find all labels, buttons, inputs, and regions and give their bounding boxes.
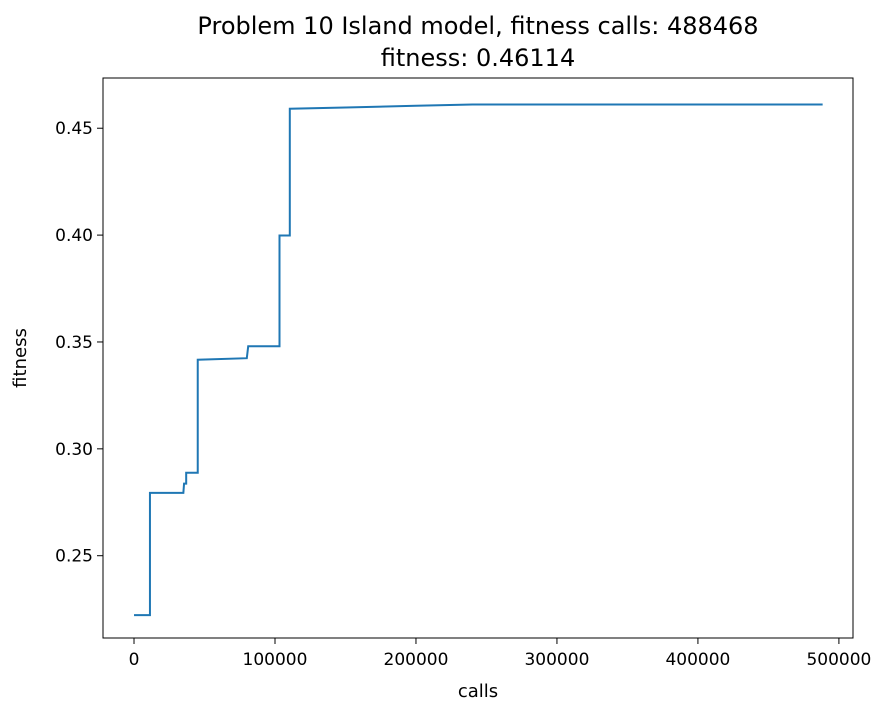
x-axis-ticks: 0 100000 200000 300000 400000 500000	[129, 638, 871, 670]
plot-frame	[102, 77, 854, 639]
fitness-series-line	[134, 103, 823, 617]
y-tick-label: 0.25	[55, 547, 93, 567]
y-axis-label: fitness	[10, 328, 31, 388]
x-tick-label: 200000	[384, 650, 449, 670]
y-tick-label: 0.30	[55, 440, 93, 460]
data-layer	[134, 103, 823, 617]
y-tick-label: 0.35	[55, 333, 93, 353]
x-tick-label: 300000	[524, 650, 589, 670]
y-tick-label: 0.40	[55, 226, 93, 246]
y-axis-ticks: 0.25 0.30 0.35 0.40 0.45	[55, 119, 103, 567]
x-axis-label: calls	[458, 681, 498, 702]
y-tick-label: 0.45	[55, 119, 93, 139]
x-tick-label: 100000	[243, 650, 308, 670]
x-tick-label: 500000	[806, 650, 871, 670]
plot-area	[103, 78, 853, 638]
x-tick-label: 0	[129, 650, 140, 670]
chart-subtitle: fitness: 0.46114	[381, 44, 575, 72]
chart-title: Problem 10 Island model, fitness calls: …	[197, 12, 758, 40]
x-tick-label: 400000	[665, 650, 730, 670]
